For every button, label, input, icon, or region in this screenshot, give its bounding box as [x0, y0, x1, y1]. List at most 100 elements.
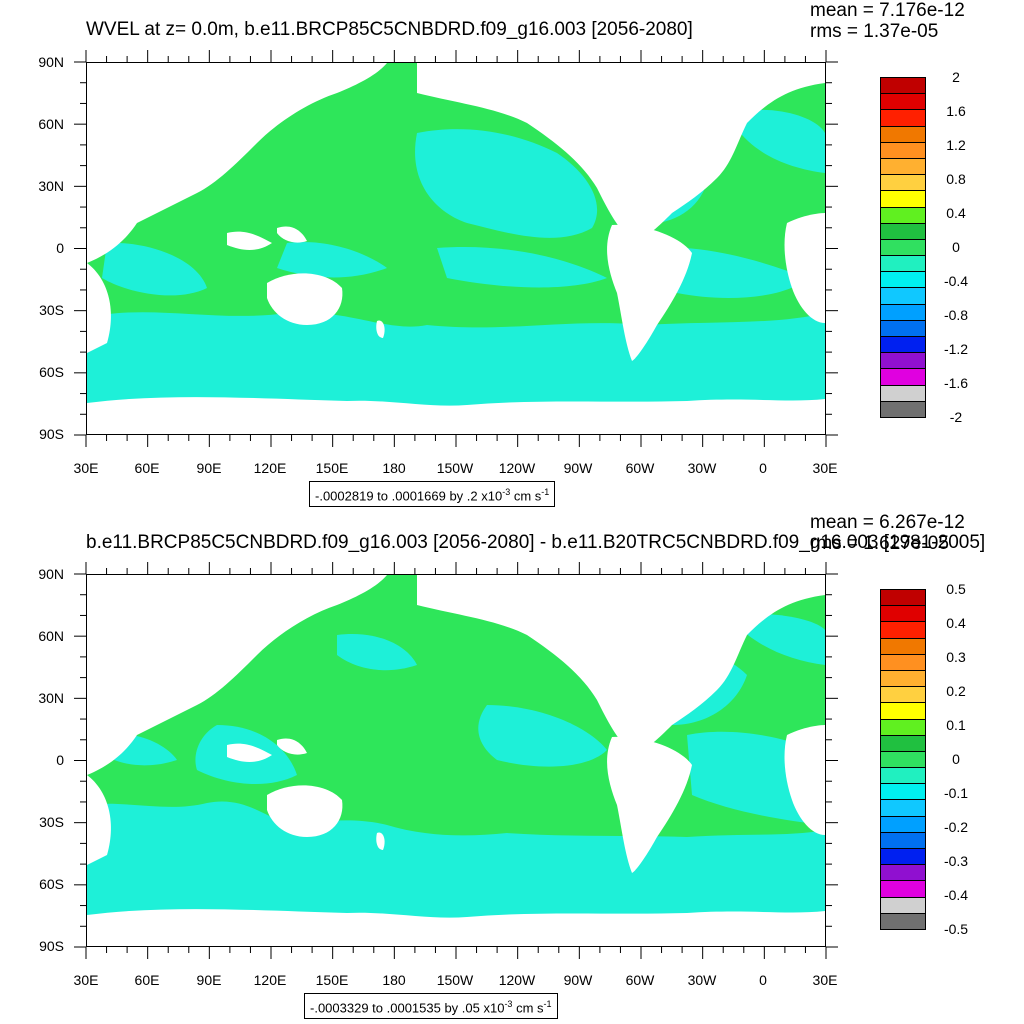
colorbar-label: 0.5 [946, 581, 966, 597]
colorbar-swatch [880, 368, 926, 386]
lon-label: 60W [625, 460, 655, 476]
lat-label: 60S [39, 364, 64, 380]
lon-label: 180 [382, 460, 406, 476]
colorbar-swatch [880, 702, 926, 720]
colorbar-swatch [880, 799, 926, 817]
colorbar-label: -1.2 [943, 341, 969, 357]
colorbar-swatch [880, 206, 926, 224]
lon-label: 120W [498, 460, 536, 476]
colorbar-swatch [880, 271, 926, 289]
lon-label: 180 [382, 972, 406, 988]
lon-label: 30E [812, 460, 838, 476]
colorbar-swatch [880, 912, 926, 930]
lat-label: 60N [38, 116, 64, 132]
colorbar-label: 1.2 [946, 137, 966, 153]
colorbar-swatch [880, 190, 926, 208]
colorbar-swatch [880, 352, 926, 370]
lat-label: 60S [39, 876, 64, 892]
colorbar-swatch [880, 255, 926, 273]
lon-label: 120W [498, 972, 536, 988]
colorbar-swatch [880, 734, 926, 752]
map-graphic [87, 575, 825, 946]
lon-label: 30W [687, 460, 717, 476]
panel-title: WVEL at z= 0.0m, b.e11.BRCP85C5CNBDRD.f0… [86, 19, 693, 40]
colorbar-swatch [880, 222, 926, 240]
colorbar [880, 77, 926, 418]
colorbar-label: -0.2 [943, 819, 969, 835]
colorbar-label: 2 [952, 69, 960, 85]
colorbar-swatch [880, 767, 926, 785]
colorbar-label: -0.4 [943, 273, 969, 289]
lon-label: 30E [73, 460, 99, 476]
lat-label: 0 [56, 240, 64, 256]
colorbar-swatch [880, 400, 926, 418]
colorbar-label: 0.2 [946, 683, 966, 699]
colorbar-label: 0.4 [946, 205, 966, 221]
lon-label: 60E [134, 972, 160, 988]
colorbar-label: -0.3 [943, 853, 969, 869]
colorbar-label: 0 [952, 751, 960, 767]
colorbar-swatch [880, 287, 926, 305]
lon-label: 90W [563, 460, 593, 476]
colorbar-swatch [880, 605, 926, 623]
land-masses [87, 63, 825, 434]
colorbar-swatch [880, 686, 926, 704]
colorbar-swatch [880, 157, 926, 176]
contour-range-label: -.0003329 to .0001535 by .05 x10-3 cm s-… [304, 993, 558, 1020]
colorbar-swatch [880, 589, 926, 607]
mean-stat: mean = 6.267e-12 [810, 512, 965, 533]
colorbar-swatch [880, 896, 926, 914]
colorbar-swatch [880, 718, 926, 736]
colorbar-label: 0.8 [946, 171, 966, 187]
land-masses [87, 575, 825, 946]
lat-label: 90S [39, 426, 64, 442]
lon-label: 60E [134, 460, 160, 476]
lon-label: 150E [315, 460, 349, 476]
lon-label: 60W [625, 972, 655, 988]
colorbar-swatch [880, 238, 926, 257]
lat-label: 90N [38, 54, 64, 70]
lon-label: 30E [812, 972, 838, 988]
lat-label: 30N [38, 690, 64, 706]
panel-top: WVEL at z= 0.0m, b.e11.BRCP85C5CNBDRD.f0… [38, 0, 969, 508]
colorbar-swatch [880, 831, 926, 850]
lat-label: 90S [39, 938, 64, 954]
rms-stat: rms = 1.627e-05 [810, 533, 949, 554]
lon-label: 30E [73, 972, 99, 988]
lon-label: 90W [563, 972, 593, 988]
colorbar-swatch [880, 864, 926, 882]
colorbar-swatch [880, 848, 926, 866]
colorbar-label: -2 [949, 409, 963, 425]
colorbar-label: -0.8 [943, 307, 969, 323]
colorbar-swatch [880, 637, 926, 655]
colorbar-swatch [880, 77, 926, 95]
lon-label: 150E [315, 972, 349, 988]
lon-label: 150W [436, 972, 474, 988]
colorbar-label: 0.1 [946, 717, 966, 733]
colorbar-label: -0.4 [943, 887, 969, 903]
colorbar-swatch [880, 109, 926, 127]
lon-label: 0 [759, 972, 767, 988]
colorbar-swatch [880, 125, 926, 143]
colorbar-swatch [880, 669, 926, 688]
mean-stat: mean = 7.176e-12 [810, 0, 965, 21]
axis-ticks [74, 562, 838, 959]
lat-label: 30N [38, 178, 64, 194]
colorbar-label: 1.6 [946, 103, 966, 119]
lat-label: 30S [39, 814, 64, 830]
colorbar-swatch [880, 783, 926, 801]
contour-range-label: -.0002819 to .0001669 by .2 x10-3 cm s-1 [309, 481, 556, 508]
axis-ticks [74, 50, 838, 447]
lon-label: 90E [196, 972, 222, 988]
lat-label: 90N [38, 566, 64, 582]
colorbar-swatch [880, 815, 926, 833]
colorbar-label: -0.1 [943, 785, 969, 801]
panel-bottom: b.e11.BRCP85C5CNBDRD.f09_g16.003 [2056-2… [0, 512, 1024, 1024]
colorbar-label: -0.5 [943, 921, 969, 937]
colorbar-swatch [880, 384, 926, 402]
lon-label: 0 [759, 460, 767, 476]
lon-label: 150W [436, 460, 474, 476]
world-map [86, 574, 826, 947]
colorbar-swatch [880, 319, 926, 338]
colorbar-swatch [880, 750, 926, 769]
